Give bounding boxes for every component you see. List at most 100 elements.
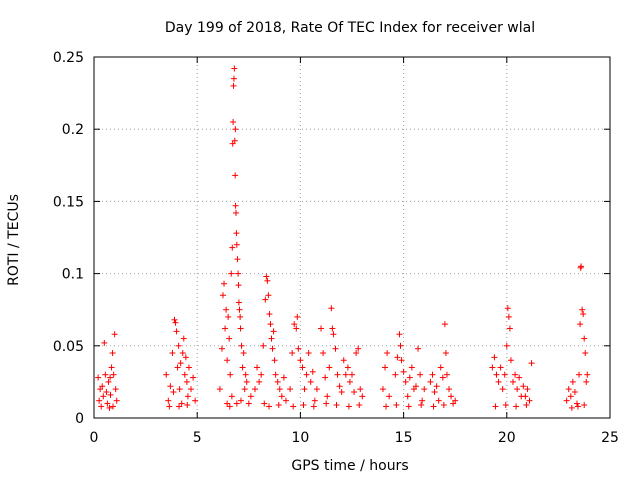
data-point (356, 402, 363, 409)
data-point (332, 345, 339, 352)
data-point (489, 364, 496, 371)
y-axis-label: ROTI / TECUs (6, 194, 22, 286)
data-point (581, 402, 588, 409)
data-point (439, 374, 446, 381)
data-point (266, 403, 273, 410)
data-point (236, 306, 243, 313)
data-point (297, 357, 304, 364)
data-point (176, 386, 183, 393)
data-point (173, 328, 180, 335)
data-point (177, 360, 184, 367)
data-point (166, 403, 173, 410)
data-point (107, 391, 114, 398)
data-point (181, 371, 188, 378)
data-point (311, 397, 318, 404)
data-point (105, 378, 112, 385)
data-point (412, 383, 419, 390)
data-point (492, 403, 499, 410)
data-point (397, 342, 404, 349)
data-point (169, 350, 176, 357)
data-point (233, 241, 240, 248)
data-point (430, 403, 437, 410)
data-point (504, 305, 511, 312)
data-point (107, 374, 114, 381)
data-point (383, 403, 390, 410)
data-point (109, 350, 116, 357)
data-point (264, 277, 271, 284)
data-point (233, 230, 240, 237)
data-point (230, 75, 237, 82)
data-point (272, 371, 279, 378)
data-point (231, 137, 238, 144)
data-point (320, 350, 327, 357)
data-point (182, 354, 189, 361)
data-point (322, 374, 329, 381)
x-tick-label: 15 (395, 430, 413, 446)
data-point (578, 263, 585, 270)
data-point (237, 397, 244, 404)
data-point (226, 335, 233, 342)
data-point (224, 357, 231, 364)
data-point (226, 403, 233, 410)
data-point (514, 386, 521, 393)
data-point (270, 328, 277, 335)
data-point (344, 364, 351, 371)
data-point (386, 393, 393, 400)
data-point (99, 383, 106, 390)
data-point (392, 371, 399, 378)
data-point (382, 364, 389, 371)
data-point (167, 383, 174, 390)
data-point (427, 378, 434, 385)
data-point (568, 404, 575, 411)
data-point (190, 374, 197, 381)
data-point (329, 325, 336, 332)
data-point (505, 313, 512, 320)
data-point (95, 374, 102, 381)
data-points (95, 65, 591, 411)
data-point (338, 389, 345, 396)
data-point (228, 270, 235, 277)
data-point (223, 306, 230, 313)
data-point (220, 292, 226, 299)
data-point (172, 319, 179, 326)
data-point (176, 403, 183, 410)
data-point (584, 371, 591, 378)
data-point (507, 357, 514, 364)
data-point (254, 364, 261, 371)
data-point (384, 350, 391, 357)
data-point (222, 325, 229, 332)
data-point (276, 386, 283, 393)
data-point (503, 342, 510, 349)
data-point (563, 397, 570, 404)
data-point (437, 364, 444, 371)
data-point (108, 364, 115, 371)
data-point (398, 357, 405, 364)
data-point (188, 386, 195, 393)
y-tick-label: 0.2 (62, 122, 84, 138)
data-point (290, 403, 297, 410)
data-point (263, 273, 270, 280)
data-point (233, 209, 240, 216)
data-point (305, 350, 312, 357)
data-point (582, 350, 589, 357)
data-point (340, 357, 347, 364)
data-point (232, 126, 239, 133)
data-point (565, 386, 572, 393)
data-point (509, 378, 516, 385)
data-point (232, 202, 239, 209)
data-point (404, 393, 411, 400)
data-point (232, 172, 239, 179)
data-point (318, 325, 325, 332)
data-point (261, 400, 268, 407)
data-point (491, 354, 498, 361)
y-tick-label: 0 (75, 411, 84, 427)
data-point (581, 335, 588, 342)
data-point (528, 360, 535, 367)
data-point (96, 397, 103, 404)
data-point (520, 383, 527, 390)
data-point (227, 371, 234, 378)
data-point (421, 386, 428, 393)
data-point (523, 402, 530, 409)
data-point (242, 371, 249, 378)
